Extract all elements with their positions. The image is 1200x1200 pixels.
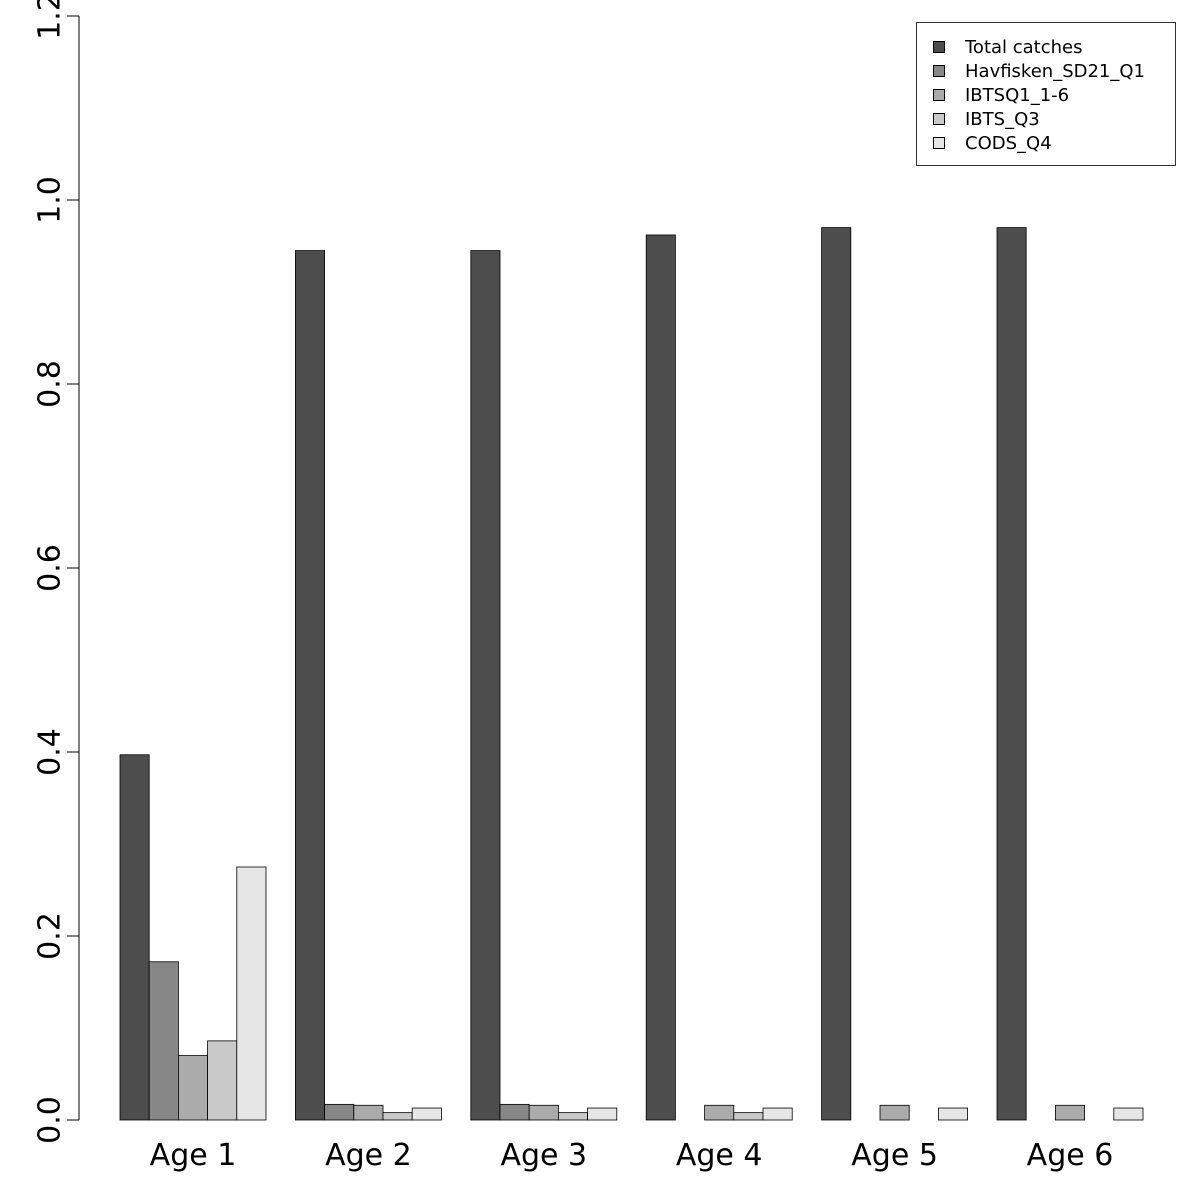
bar: [207, 1040, 238, 1121]
legend: Total catches Havfisken_SD21_Q1 IBTSQ1_1…: [916, 22, 1176, 166]
bar: [382, 1112, 413, 1121]
bar: [879, 1104, 910, 1121]
x-tick-label: Age 4: [676, 1138, 763, 1173]
bar: [177, 1055, 208, 1121]
bar: [528, 1104, 559, 1121]
y-tick-label: 0.8: [33, 360, 68, 408]
bars-group: [119, 227, 1144, 1121]
legend-item: IBTSQ1_1-6: [933, 84, 1070, 106]
x-axis-labels: Age 1 Age 2 Age 3 Age 4 Age 5 Age 6: [150, 1138, 1114, 1173]
legend-item: Havfisken_SD21_Q1: [933, 60, 1146, 82]
y-tick-label: 0.0: [33, 1096, 68, 1144]
y-axis: 0.0 0.2 0.4 0.6 0.8 1.0 1.2: [33, 0, 80, 1144]
bar: [470, 250, 501, 1121]
bar: [1113, 1107, 1144, 1121]
x-tick-label: Age 1: [150, 1138, 237, 1173]
x-tick-label: Age 2: [325, 1138, 412, 1173]
legend-item: Total catches: [933, 36, 1083, 58]
bar: [704, 1104, 735, 1121]
legend-label: IBTS_Q3: [965, 108, 1040, 130]
bar: [996, 227, 1027, 1121]
y-tick-label: 1.0: [33, 176, 68, 224]
x-tick-label: Age 6: [1027, 1138, 1114, 1173]
bar: [499, 1103, 530, 1121]
bar: [821, 227, 852, 1121]
legend-swatch: [933, 113, 945, 125]
bar: [411, 1107, 442, 1121]
x-tick-label: Age 5: [851, 1138, 938, 1173]
x-tick-label: Age 3: [500, 1138, 587, 1173]
bar: [148, 961, 179, 1121]
bar: [938, 1107, 969, 1121]
legend-label: Total catches: [965, 36, 1083, 58]
bar: [294, 250, 325, 1121]
bar: [324, 1103, 355, 1121]
legend-label: IBTSQ1_1-6: [965, 84, 1070, 106]
y-tick-label: 0.4: [33, 728, 68, 776]
legend-label: CODS_Q4: [965, 132, 1052, 154]
bar: [353, 1104, 384, 1121]
bar: [558, 1112, 589, 1121]
y-tick-label: 0.2: [33, 912, 68, 960]
legend-item: CODS_Q4: [933, 132, 1052, 154]
y-tick-label: 0.6: [33, 544, 68, 592]
bar: [645, 234, 676, 1121]
bar: [762, 1107, 793, 1121]
bar: [733, 1112, 764, 1121]
y-tick-label: 1.2: [33, 0, 68, 40]
legend-swatch: [933, 137, 945, 149]
legend-label: Havfisken_SD21_Q1: [965, 60, 1146, 82]
legend-swatch: [933, 41, 945, 53]
bar: [119, 754, 150, 1121]
bar: [1055, 1104, 1086, 1121]
legend-swatch: [933, 65, 945, 77]
legend-swatch: [933, 89, 945, 101]
bar: [236, 866, 267, 1121]
bar: [587, 1107, 618, 1121]
legend-item: IBTS_Q3: [933, 108, 1040, 130]
